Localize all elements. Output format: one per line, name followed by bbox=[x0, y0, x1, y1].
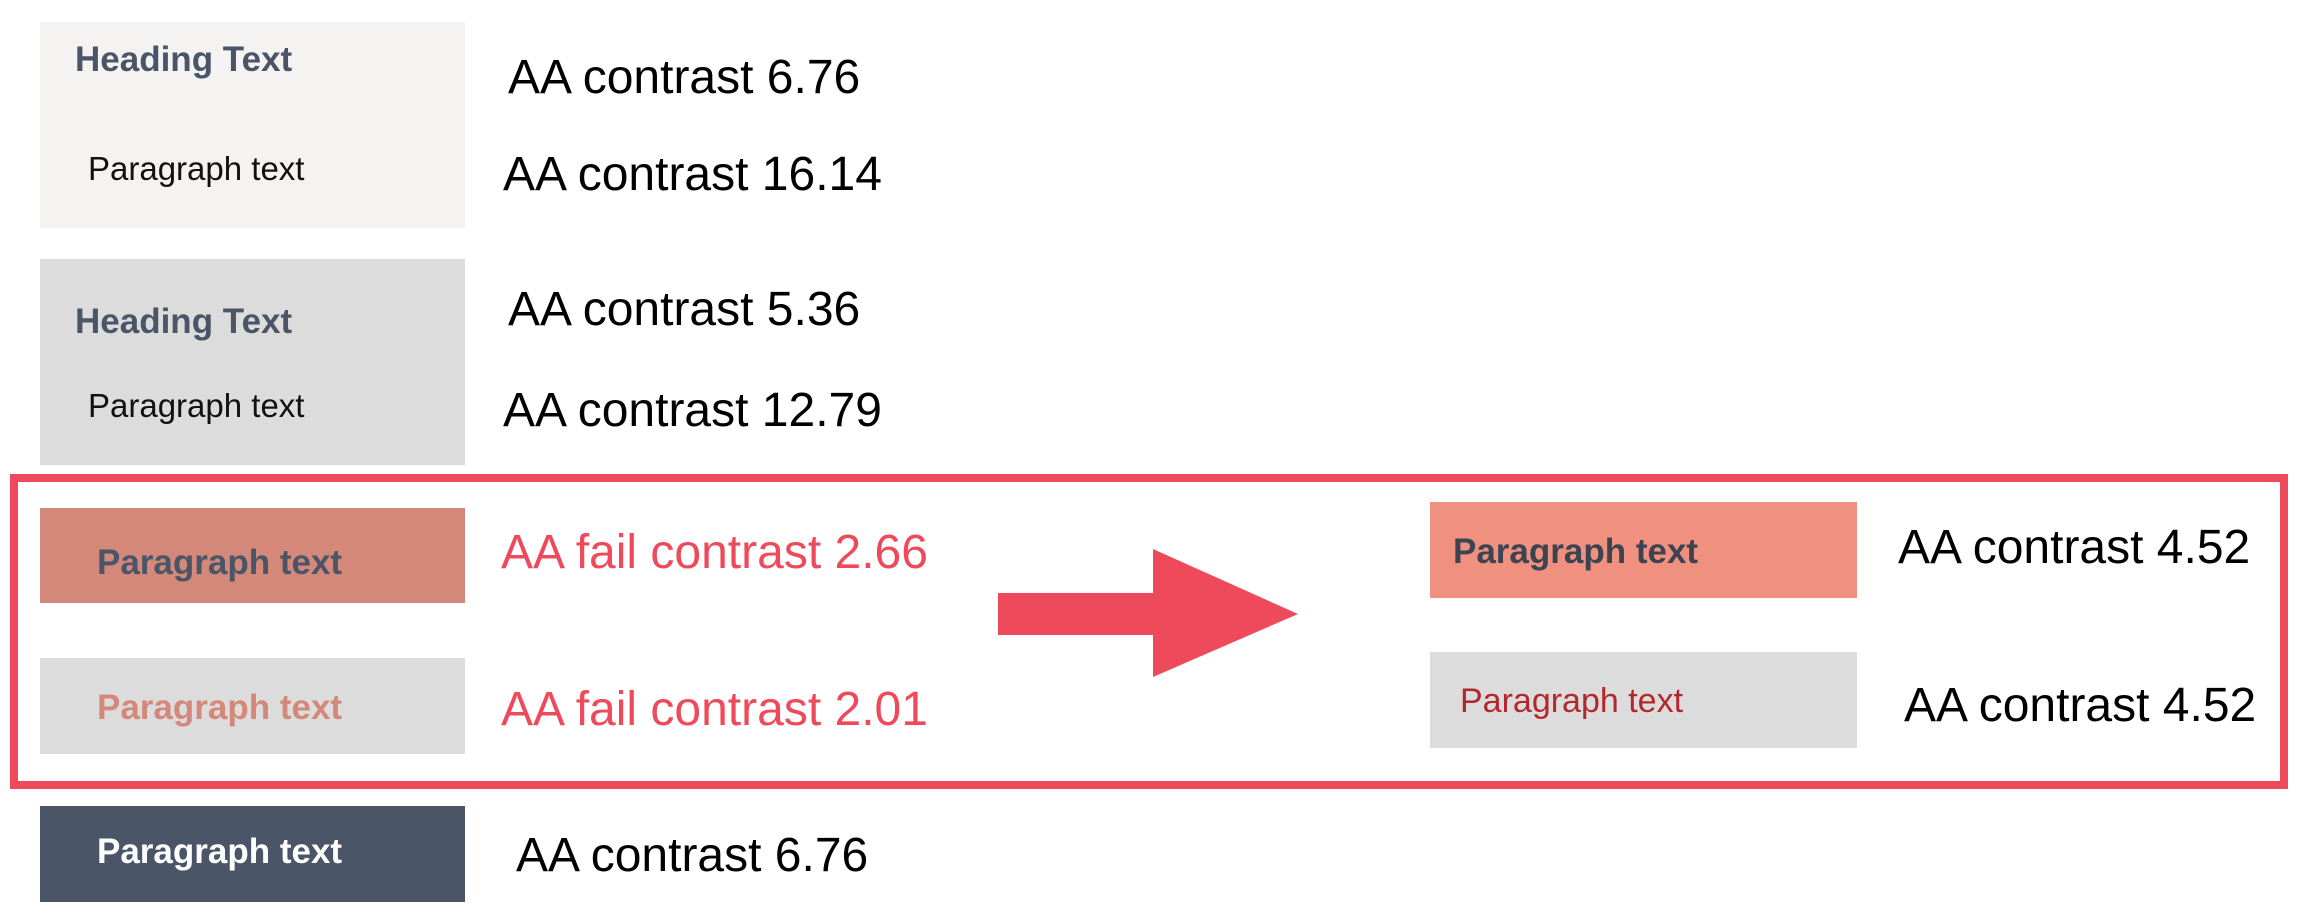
heading-contrast-gray: AA contrast 5.36 bbox=[508, 283, 861, 336]
swatch-salmon-fail bbox=[40, 508, 465, 603]
comparison-highlight-frame bbox=[10, 474, 2288, 789]
swatch-gray bbox=[40, 259, 465, 465]
fail-contrast-2: AA fail contrast 2.01 bbox=[501, 683, 928, 736]
paragraph-contrast-light: AA contrast 16.14 bbox=[503, 148, 882, 201]
paragraph-text-gray-fail: Paragraph text bbox=[97, 688, 343, 727]
paragraph-text-slate: Paragraph text bbox=[97, 832, 343, 871]
paragraph-contrast-gray: AA contrast 12.79 bbox=[503, 384, 882, 437]
swatch-gray-fixed bbox=[1430, 652, 1857, 748]
fail-contrast-1: AA fail contrast 2.66 bbox=[501, 526, 928, 579]
swatch-gray-fail bbox=[40, 658, 465, 754]
paragraph-text-salmon-fixed: Paragraph text bbox=[1453, 532, 1699, 571]
contrast-slate: AA contrast 6.76 bbox=[516, 829, 869, 882]
right-arrow-icon bbox=[998, 549, 1298, 677]
swatch-light bbox=[40, 22, 465, 228]
fixed-contrast-2: AA contrast 4.52 bbox=[1904, 679, 2257, 732]
heading-text-gray: Heading Text bbox=[75, 302, 293, 341]
swatch-salmon-fixed bbox=[1430, 502, 1857, 598]
heading-contrast-light: AA contrast 6.76 bbox=[508, 51, 861, 104]
swatch-slate bbox=[40, 806, 465, 902]
fixed-contrast-1: AA contrast 4.52 bbox=[1898, 521, 2251, 574]
paragraph-text-gray-fixed: Paragraph text bbox=[1460, 682, 1684, 720]
paragraph-text-light: Paragraph text bbox=[88, 150, 305, 187]
heading-text-light: Heading Text bbox=[75, 40, 293, 79]
paragraph-text-salmon-fail: Paragraph text bbox=[97, 543, 343, 582]
paragraph-text-gray: Paragraph text bbox=[88, 387, 305, 424]
